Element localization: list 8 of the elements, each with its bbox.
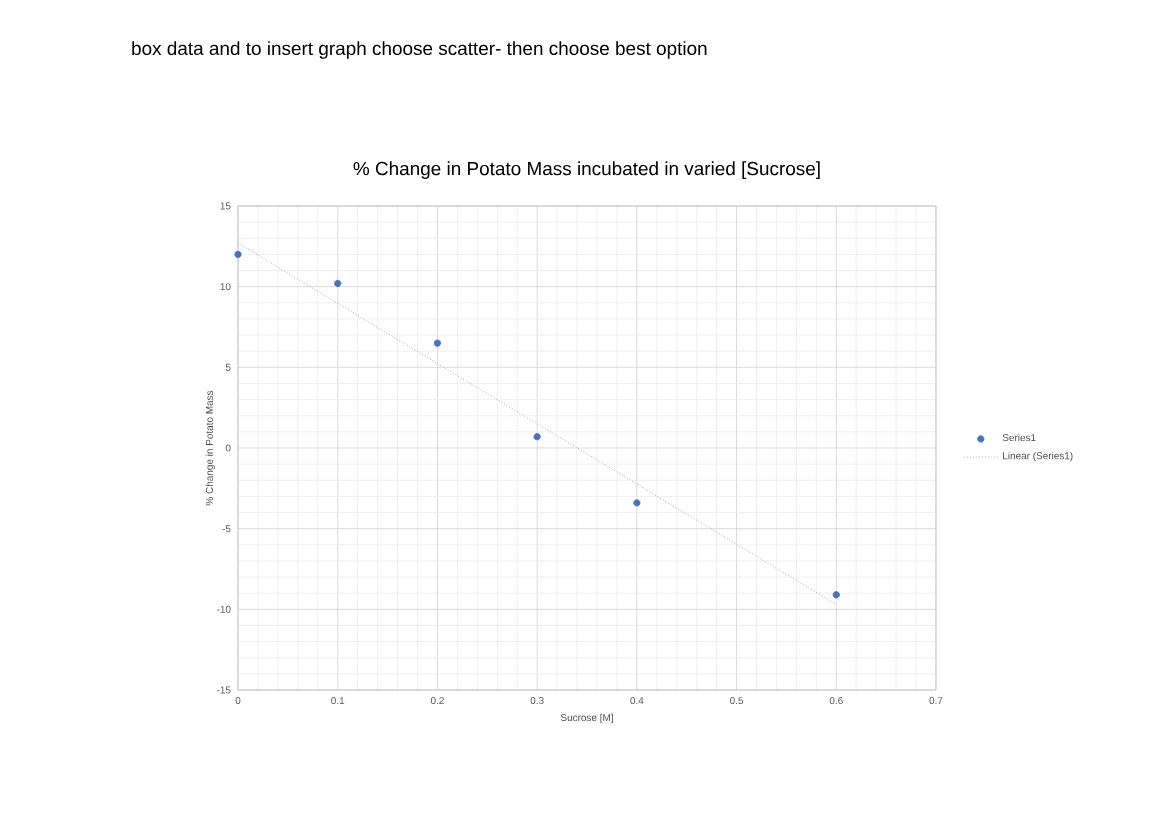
point bbox=[832, 591, 840, 599]
chart-title: % Change in Potato Mass incubated in varied [Sucrose] bbox=[353, 161, 820, 180]
point bbox=[633, 499, 641, 507]
point bbox=[533, 433, 541, 441]
point bbox=[334, 279, 342, 288]
point bbox=[234, 250, 242, 258]
text: box data and to insert graph choose scatter- then choose best option bbox=[132, 41, 707, 59]
point bbox=[433, 339, 442, 347]
